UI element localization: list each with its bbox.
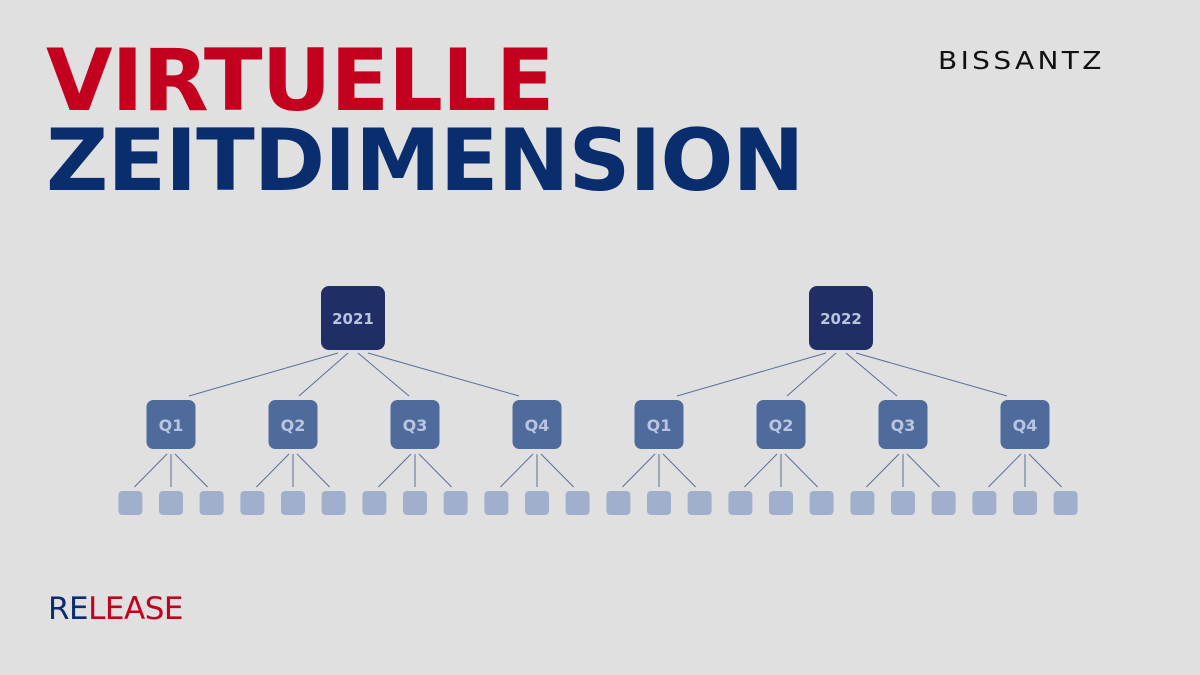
quarter-label: Q4 xyxy=(1013,416,1038,435)
month-node xyxy=(240,491,265,515)
bissantz-logo: BISSANTZ xyxy=(938,46,1105,75)
month-node xyxy=(118,491,143,515)
quarter-label: Q3 xyxy=(403,416,428,435)
month-node xyxy=(484,491,509,515)
month-node xyxy=(362,491,387,515)
tree-edge xyxy=(866,453,900,488)
quarter-label: Q2 xyxy=(769,416,794,435)
tree-edge xyxy=(357,352,410,397)
month-node xyxy=(443,491,468,515)
month-node xyxy=(647,491,671,515)
tree-edge xyxy=(906,453,940,488)
tree-edge xyxy=(988,453,1022,488)
month-node xyxy=(891,491,915,515)
quarter-node-q4 xyxy=(512,400,562,449)
tree-edge xyxy=(622,453,656,488)
month-node xyxy=(850,491,875,515)
quarter-node-q3 xyxy=(878,400,928,449)
quarter-node-q2 xyxy=(268,400,318,449)
month-node xyxy=(159,491,183,515)
tree-edge xyxy=(296,453,330,488)
year-node-2021 xyxy=(321,286,385,350)
year-label: 2022 xyxy=(820,310,862,328)
tree-edge xyxy=(500,453,534,488)
release-label: RELEASE xyxy=(48,591,183,627)
month-node xyxy=(809,491,834,515)
month-node xyxy=(931,491,956,515)
tree-edge xyxy=(744,453,778,488)
tree-edge xyxy=(845,352,898,397)
month-node xyxy=(972,491,997,515)
quarter-node-q1 xyxy=(634,400,684,449)
tree-edge xyxy=(1028,453,1062,488)
month-node xyxy=(525,491,549,515)
month-node xyxy=(281,491,305,515)
tree-edge xyxy=(298,352,349,397)
tree-edge xyxy=(418,453,452,488)
quarter-label: Q1 xyxy=(647,416,672,435)
month-node xyxy=(1053,491,1078,515)
month-node xyxy=(1013,491,1037,515)
tree-edge xyxy=(855,352,1008,397)
quarter-label: Q1 xyxy=(159,416,184,435)
release-part-1: RE xyxy=(48,591,89,627)
quarter-node-q3 xyxy=(390,400,440,449)
quarter-node-q2 xyxy=(756,400,806,449)
quarter-label: Q2 xyxy=(281,416,306,435)
title-line-1: VIRTUELLE xyxy=(46,31,555,131)
quarter-node-q1 xyxy=(146,400,196,449)
month-node xyxy=(769,491,793,515)
tree-edge xyxy=(540,453,574,488)
month-node xyxy=(606,491,631,515)
month-node xyxy=(565,491,590,515)
month-node xyxy=(199,491,224,515)
tree-edge xyxy=(676,352,827,397)
tree-edge xyxy=(662,453,696,488)
year-node-2022 xyxy=(809,286,873,350)
tree-edge xyxy=(188,352,339,397)
release-part-2: LEASE xyxy=(88,591,183,627)
quarter-label: Q4 xyxy=(525,416,550,435)
month-node xyxy=(687,491,712,515)
title-line-2: ZEITDIMENSION xyxy=(46,111,804,211)
year-label: 2021 xyxy=(332,310,374,328)
month-node xyxy=(728,491,753,515)
quarter-node-q4 xyxy=(1000,400,1050,449)
month-node xyxy=(321,491,346,515)
tree-edge xyxy=(784,453,818,488)
tree-edge xyxy=(786,352,837,397)
tree-edge xyxy=(367,352,520,397)
tree-edge xyxy=(378,453,412,488)
tree-edge xyxy=(134,453,168,488)
tree-edge xyxy=(256,453,290,488)
tree-edge xyxy=(174,453,208,488)
month-node xyxy=(403,491,427,515)
quarter-label: Q3 xyxy=(891,416,916,435)
